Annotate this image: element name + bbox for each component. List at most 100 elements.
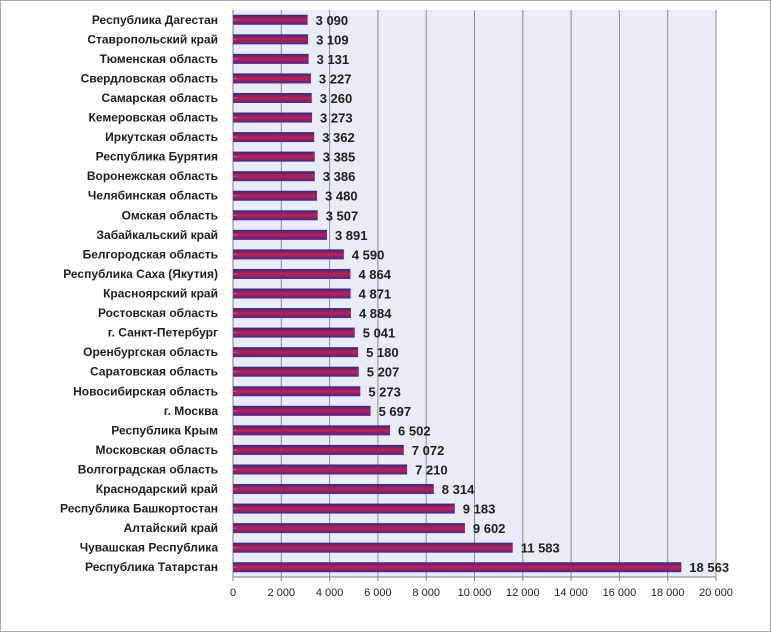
data-label: 9 602 bbox=[473, 521, 506, 536]
data-label: 11 583 bbox=[521, 541, 560, 556]
bar bbox=[233, 503, 455, 514]
category-label: Иркутская область bbox=[105, 130, 218, 144]
bar bbox=[233, 405, 371, 416]
data-label: 4 590 bbox=[352, 247, 385, 262]
category-label: Чувашская Республика bbox=[80, 541, 219, 555]
category-label: Забайкальский край bbox=[97, 228, 219, 242]
category-label: Московская область bbox=[96, 443, 218, 457]
category-label: Ставропольский край bbox=[87, 32, 218, 46]
bar bbox=[233, 366, 359, 377]
data-label: 3 362 bbox=[322, 130, 355, 145]
data-label: 9 183 bbox=[463, 502, 496, 517]
x-tick-label: 20 000 bbox=[699, 587, 733, 599]
category-label: Волгоградская область bbox=[78, 462, 218, 476]
data-label: 3 260 bbox=[320, 91, 353, 106]
category-label: Новосибирская область bbox=[73, 384, 218, 398]
category-label: Оренбургская область bbox=[83, 345, 218, 359]
category-label: г. Москва bbox=[164, 404, 219, 418]
data-label: 3 273 bbox=[320, 111, 353, 126]
data-label: 4 871 bbox=[359, 287, 392, 302]
x-tick-label: 12 000 bbox=[506, 587, 540, 599]
gridlines bbox=[280, 10, 717, 577]
bar bbox=[233, 484, 434, 495]
x-tick-label: 10 000 bbox=[458, 587, 492, 599]
data-label: 5 697 bbox=[379, 404, 412, 419]
data-label: 18 563 bbox=[689, 560, 729, 575]
category-label: Краснодарский край bbox=[96, 482, 218, 496]
data-label: 3 227 bbox=[319, 71, 352, 86]
category-label: Алтайский край bbox=[124, 521, 218, 535]
bar bbox=[233, 425, 391, 436]
data-label: 7 072 bbox=[412, 443, 445, 458]
bar bbox=[233, 190, 318, 201]
category-label: Самарская область bbox=[101, 91, 218, 105]
bar bbox=[233, 523, 465, 534]
category-label: Омская область bbox=[122, 208, 218, 222]
bar bbox=[233, 14, 308, 25]
category-label: Ростовская область bbox=[98, 306, 218, 320]
data-label: 4 864 bbox=[358, 267, 391, 282]
category-label: Свердловская область bbox=[81, 71, 218, 85]
bar bbox=[233, 171, 315, 182]
data-label: 7 210 bbox=[415, 462, 448, 477]
data-label: 8 314 bbox=[442, 482, 475, 497]
bar bbox=[233, 347, 359, 358]
category-label: Республика Крым bbox=[111, 423, 218, 437]
category-label: Красноярский край bbox=[103, 287, 218, 301]
data-label: 5 180 bbox=[366, 345, 399, 360]
category-label: г. Санкт-Петербург bbox=[108, 326, 218, 340]
category-label: Республика Бурятия bbox=[96, 150, 218, 164]
bar bbox=[233, 308, 351, 319]
bars bbox=[233, 14, 682, 573]
bar bbox=[233, 112, 313, 123]
bar bbox=[233, 542, 513, 553]
category-label: Челябинская область bbox=[88, 189, 218, 203]
data-label: 5 041 bbox=[363, 326, 396, 341]
data-label: 3 090 bbox=[316, 13, 349, 28]
value-labels: 3 090 3 109 3 131 3 227 3 260 3 273 3 362 3 385… bbox=[316, 13, 729, 575]
bar bbox=[233, 268, 351, 279]
x-tick-label: 16 000 bbox=[603, 587, 637, 599]
data-label: 3 507 bbox=[326, 208, 359, 223]
bar bbox=[233, 210, 318, 221]
bar bbox=[233, 562, 682, 573]
data-label: 4 884 bbox=[359, 306, 392, 321]
bar bbox=[233, 34, 309, 45]
data-label: 3 109 bbox=[316, 32, 349, 47]
x-tick-label: 0 bbox=[230, 587, 236, 599]
data-label: 3 385 bbox=[323, 150, 356, 165]
category-label: Республика Башкортостан bbox=[60, 502, 218, 516]
bar bbox=[233, 327, 355, 338]
data-label: 5 207 bbox=[367, 365, 400, 380]
category-label: Республика Дагестан bbox=[92, 13, 218, 27]
bar bbox=[233, 249, 344, 260]
category-labels: Республика Дагестан Ставропольский край Тю… bbox=[60, 13, 218, 574]
bar bbox=[233, 229, 327, 240]
data-label: 6 502 bbox=[398, 423, 431, 438]
x-tick-label: 14 000 bbox=[554, 587, 588, 599]
category-label: Республика Саха (Якутия) bbox=[63, 267, 218, 281]
x-tick-label: 2 000 bbox=[268, 587, 296, 599]
category-label: Воронежская область bbox=[87, 169, 218, 183]
bar bbox=[233, 444, 404, 455]
x-tick-label: 6 000 bbox=[364, 587, 392, 599]
x-tick-label: 8 000 bbox=[412, 587, 440, 599]
data-label: 3 131 bbox=[317, 52, 350, 67]
data-label: 5 273 bbox=[368, 384, 401, 399]
bar bbox=[233, 386, 361, 397]
data-label: 3 891 bbox=[335, 228, 368, 243]
bar bbox=[233, 464, 408, 475]
category-label: Республика Татарстан bbox=[85, 560, 218, 574]
data-label: 3 480 bbox=[325, 189, 358, 204]
bar bbox=[233, 92, 312, 103]
category-label: Кемеровская область bbox=[89, 111, 219, 125]
bar bbox=[233, 53, 309, 64]
bar bbox=[233, 73, 311, 84]
x-tick-label: 4 000 bbox=[316, 587, 344, 599]
x-tick-label: 18 000 bbox=[651, 587, 685, 599]
category-label: Тюменская область bbox=[100, 52, 218, 66]
category-label: Белгородская область bbox=[83, 247, 218, 261]
bar bbox=[233, 151, 315, 162]
data-label: 3 386 bbox=[323, 169, 356, 184]
